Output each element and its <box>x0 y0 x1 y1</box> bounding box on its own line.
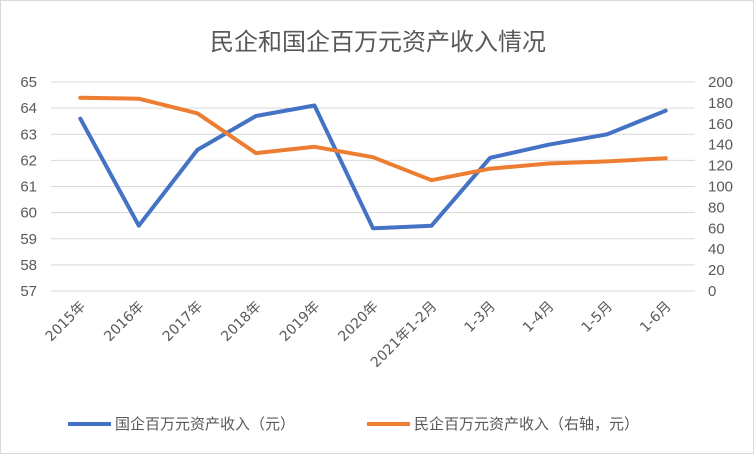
series-line-0 <box>78 103 668 231</box>
x-tick-label: 2020年 <box>335 299 381 345</box>
right-tick-label: 20 <box>708 262 725 279</box>
right-tick-label: 40 <box>708 241 725 258</box>
left-tick-label: 65 <box>20 74 37 91</box>
right-tick-label: 120 <box>708 158 733 175</box>
right-tick-label: 60 <box>708 220 725 237</box>
series-lines <box>78 95 668 231</box>
series-line-1 <box>78 95 668 183</box>
legend: 国企百万元资产收入（元） 民企百万元资产收入（右轴，元） <box>68 415 639 433</box>
x-tick-label: 2016年 <box>101 299 147 345</box>
left-tick-label: 57 <box>20 283 37 300</box>
right-axis-ticks: 0 20 40 60 80 100 120 140 160 180 200 <box>708 74 733 300</box>
right-tick-label: 0 <box>708 283 716 300</box>
x-tick-label: 1-5月 <box>579 299 616 336</box>
left-tick-label: 60 <box>20 205 37 222</box>
x-tick-label: 1-6月 <box>637 299 674 336</box>
grid-lines <box>51 81 695 292</box>
chart-title: 民企和国企百万元资产收入情况 <box>210 28 546 56</box>
x-tick-label: 2015年 <box>43 299 89 345</box>
right-tick-label: 200 <box>708 74 733 91</box>
x-tick-label: 2018年 <box>218 299 264 345</box>
right-tick-label: 160 <box>708 116 733 133</box>
left-tick-label: 59 <box>20 231 37 248</box>
legend-label-state-owned: 国企百万元资产收入（元） <box>115 415 295 433</box>
left-tick-label: 61 <box>20 179 37 196</box>
left-tick-label: 63 <box>20 126 37 143</box>
left-tick-label: 58 <box>20 257 37 274</box>
right-tick-label: 140 <box>708 137 733 154</box>
left-axis-ticks: 57 58 59 60 61 62 63 64 65 <box>20 74 37 300</box>
right-tick-label: 180 <box>708 95 733 112</box>
x-tick-label: 1-3月 <box>462 299 499 336</box>
x-tick-label: 2019年 <box>277 299 323 345</box>
x-tick-label: 1-4月 <box>520 299 557 336</box>
x-tick-label: 2017年 <box>160 299 206 345</box>
left-tick-label: 64 <box>20 100 37 117</box>
legend-label-private: 民企百万元资产收入（右轴，元） <box>414 415 639 433</box>
right-tick-label: 80 <box>708 199 725 216</box>
left-tick-label: 62 <box>20 152 37 169</box>
right-tick-label: 100 <box>708 179 733 196</box>
